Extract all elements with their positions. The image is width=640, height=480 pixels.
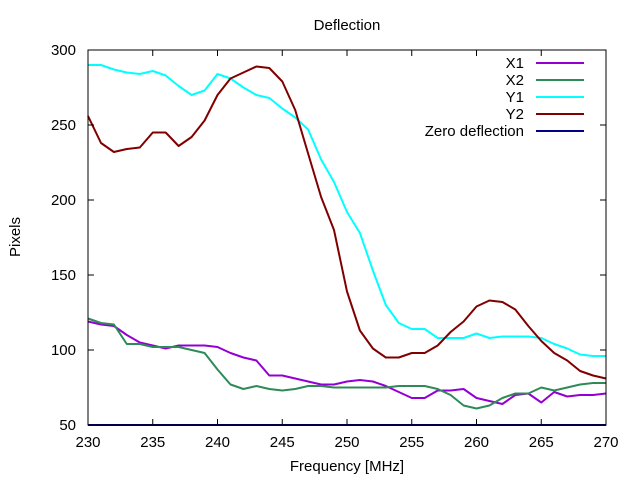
legend-label: Y1: [506, 89, 524, 106]
y-tick-label: 300: [51, 42, 76, 59]
y-tick-label: 150: [51, 267, 76, 284]
x-tick-label: 235: [140, 434, 165, 451]
legend-label: X2: [506, 72, 524, 89]
x-tick-label: 245: [270, 434, 295, 451]
chart-title: Deflection: [314, 17, 381, 34]
y-tick-label: 50: [59, 417, 76, 434]
x-tick-label: 265: [529, 434, 554, 451]
legend-label: Zero deflection: [425, 123, 524, 140]
y-tick-label: 100: [51, 342, 76, 359]
y-tick-label: 250: [51, 117, 76, 134]
series-line-4: [87, 65, 607, 380]
legend-label: X1: [506, 55, 524, 72]
x-tick-label: 260: [464, 434, 489, 451]
series-layer: [87, 64, 607, 426]
plot-frame: [87, 49, 607, 426]
x-tick-label: 240: [205, 434, 230, 451]
legend-label: Y2: [506, 106, 524, 123]
series-line-1: [87, 320, 607, 405]
x-tick-label: 230: [75, 434, 100, 451]
x-tick-label: 255: [399, 434, 424, 451]
x-tick-label: 250: [334, 434, 359, 451]
series-line-2: [87, 317, 606, 410]
x-tick-label: 270: [593, 434, 618, 451]
y-axis-label: Pixels: [7, 217, 24, 257]
y-tick-label: 200: [51, 192, 76, 209]
series-line-3: [88, 64, 606, 357]
x-axis-label: Frequency [MHz]: [290, 458, 404, 475]
axes-layer: 230 235 240 245 250 255 260 265 270 50 100 150 200 25…: [51, 42, 619, 451]
